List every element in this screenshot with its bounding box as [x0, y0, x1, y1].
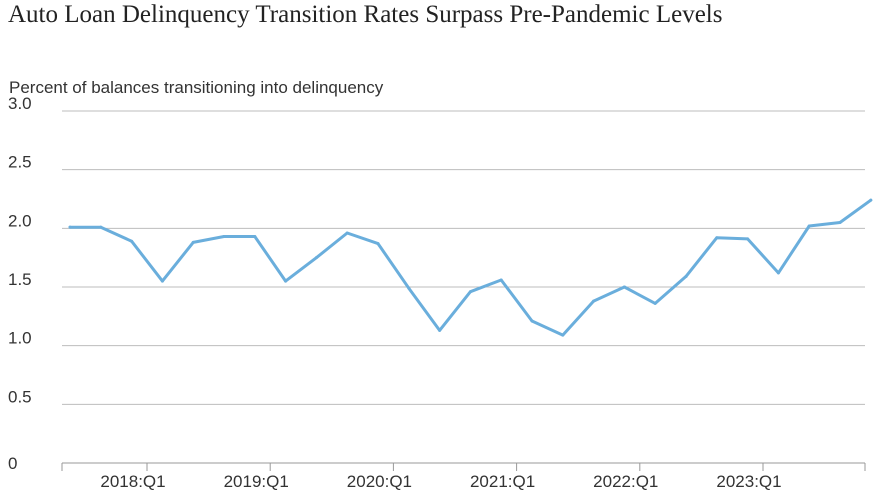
y-tick-label: 2.0 — [8, 211, 32, 230]
data-point — [653, 301, 657, 305]
y-tick-label: 1.5 — [8, 270, 32, 289]
x-tick-label: 2020:Q1 — [347, 472, 412, 491]
x-tick-label: 2018:Q1 — [100, 472, 165, 491]
y-tick-label: 1.0 — [8, 329, 32, 348]
x-tick-label: 2023:Q1 — [716, 472, 781, 491]
data-point — [438, 328, 442, 332]
data-point — [561, 333, 565, 337]
x-tick-label: 2019:Q1 — [224, 472, 289, 491]
data-point — [253, 235, 257, 239]
series-line — [68, 198, 873, 337]
chart-subtitle: Percent of balances transitioning into d… — [9, 78, 384, 97]
data-point — [869, 198, 873, 202]
data-point — [499, 278, 503, 282]
chart-title: Auto Loan Delinquency Transition Rates S… — [8, 1, 723, 28]
y-tick-label: 0.5 — [8, 387, 32, 406]
data-point — [376, 242, 380, 246]
data-point — [684, 274, 688, 278]
y-axis-labels: 3.0 2.5 2.0 1.5 1.0 0.5 0 — [8, 94, 32, 473]
series-layer — [68, 198, 873, 337]
data-point — [222, 235, 226, 239]
data-point — [622, 285, 626, 289]
data-point — [746, 237, 750, 241]
gridlines — [62, 110, 865, 405]
y-tick-label: 3.0 — [8, 94, 32, 113]
data-point — [284, 279, 288, 283]
data-point — [130, 239, 134, 243]
data-point — [345, 231, 349, 235]
data-point — [715, 236, 719, 240]
data-point — [807, 224, 811, 228]
data-point — [468, 290, 472, 294]
data-point — [68, 225, 72, 229]
data-point — [776, 271, 780, 275]
x-tick-label: 2022:Q1 — [593, 472, 658, 491]
data-point — [160, 279, 164, 283]
data-point — [191, 240, 195, 244]
data-point — [530, 319, 534, 323]
data-point — [99, 225, 103, 229]
x-tick-label: 2021:Q1 — [470, 472, 535, 491]
data-point — [838, 220, 842, 224]
data-point — [407, 286, 411, 290]
x-axis: 2018:Q1 2019:Q1 2020:Q1 2021:Q1 2022:Q1 2023:… — [61, 462, 866, 491]
y-tick-label: 2.5 — [8, 153, 32, 172]
y-tick-label: 0 — [8, 454, 17, 473]
data-point — [314, 256, 318, 260]
data-point — [592, 299, 596, 303]
